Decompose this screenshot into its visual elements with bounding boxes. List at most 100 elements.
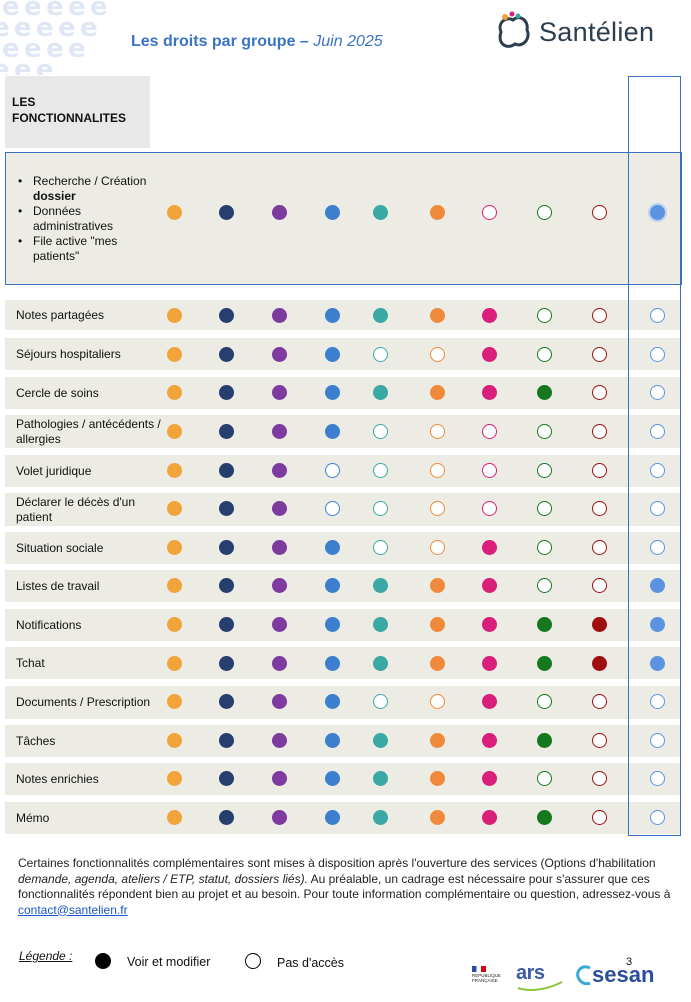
empty-circle-icon bbox=[591, 577, 607, 593]
filled-circle-icon bbox=[324, 770, 340, 786]
filled-circle-icon bbox=[429, 384, 445, 400]
filled-circle-icon bbox=[481, 655, 497, 671]
filled-circle-icon bbox=[166, 732, 182, 748]
filled-circle-icon bbox=[536, 655, 552, 671]
filled-circle-icon bbox=[218, 462, 234, 478]
filled-circle-icon bbox=[429, 732, 445, 748]
col-header-tchat: Tchat seul bbox=[574, 78, 621, 148]
filled-circle-icon bbox=[218, 693, 234, 709]
filled-circle-icon bbox=[166, 346, 182, 362]
empty-circle-icon bbox=[591, 423, 607, 439]
filled-circle-icon bbox=[218, 577, 234, 593]
filled-circle-icon bbox=[324, 307, 340, 323]
row-band bbox=[5, 415, 681, 448]
filled-circle-icon bbox=[271, 423, 287, 439]
col-header-social: Social bbox=[254, 78, 301, 148]
filled-circle-icon bbox=[271, 655, 287, 671]
list-item-text: Données administratives bbox=[33, 204, 114, 233]
sesan-mark-icon bbox=[576, 965, 591, 986]
filled-circle-icon bbox=[372, 732, 388, 748]
filled-circle-icon bbox=[481, 732, 497, 748]
filled-circle-icon bbox=[271, 770, 287, 786]
col-label: Tchat seul bbox=[581, 80, 614, 107]
filled-circle-icon bbox=[166, 500, 182, 516]
empty-circle-icon bbox=[591, 346, 607, 362]
filled-circle-icon bbox=[481, 307, 497, 323]
legend-full-label: Voir et modifier bbox=[127, 955, 211, 969]
list-item: Données administratives bbox=[17, 204, 155, 234]
col-header-tech: Tech bbox=[307, 78, 354, 148]
row-band bbox=[5, 300, 681, 330]
empty-circle-icon bbox=[591, 809, 607, 825]
filled-circle-icon bbox=[324, 577, 340, 593]
filled-circle-icon bbox=[324, 204, 340, 220]
filled-circle-icon bbox=[166, 384, 182, 400]
col-header-para: Para bbox=[201, 78, 248, 148]
sesan-logo: sesan bbox=[576, 962, 654, 996]
filled-circle-icon bbox=[372, 809, 388, 825]
note-text-1: Certaines fonctionnalités complémentaire… bbox=[18, 856, 656, 870]
empty-circle-icon bbox=[481, 500, 497, 516]
republique-francaise-logo: RÉPUBLIQUE FRANÇAISE bbox=[472, 966, 504, 994]
filled-circle-icon bbox=[271, 462, 287, 478]
empty-circle-icon bbox=[649, 500, 665, 516]
col-label: Déleg + bbox=[465, 80, 510, 94]
ars-logo-text: ars bbox=[516, 962, 545, 984]
empty-circle-icon bbox=[591, 539, 607, 555]
empty-circle-icon bbox=[536, 693, 552, 709]
row-band bbox=[5, 647, 681, 679]
col-header-autre: Autre bbox=[413, 78, 458, 148]
filled-circle-icon bbox=[536, 732, 552, 748]
legend-title: Légende : bbox=[19, 949, 73, 963]
empty-circle-icon bbox=[536, 204, 552, 220]
filled-circle-icon bbox=[481, 539, 497, 555]
row-label: Pathologies / antécédents / allergies bbox=[16, 416, 161, 446]
empty-circle-icon bbox=[591, 462, 607, 478]
empty-circle-icon bbox=[649, 539, 665, 555]
empty-circle-icon bbox=[481, 204, 497, 220]
filled-circle-icon bbox=[324, 616, 340, 632]
contact-email-link[interactable]: contact@santelien.fr bbox=[18, 902, 128, 917]
col-label: Para bbox=[211, 80, 238, 94]
filled-circle-icon bbox=[324, 655, 340, 671]
list-item-bold: dossier bbox=[33, 189, 76, 203]
filled-circle-icon bbox=[218, 539, 234, 555]
filled-circle-icon bbox=[324, 732, 340, 748]
empty-circle-icon bbox=[245, 953, 261, 969]
list-item-text: File active "mes patients" bbox=[33, 234, 118, 263]
filled-circle-icon bbox=[166, 462, 182, 478]
filled-circle-icon bbox=[166, 770, 182, 786]
filled-circle-icon bbox=[218, 616, 234, 632]
filled-circle-icon bbox=[649, 577, 665, 593]
empty-circle-icon bbox=[591, 307, 607, 323]
filled-circle-icon bbox=[271, 307, 287, 323]
col-label: Social bbox=[259, 80, 296, 94]
filled-circle-icon bbox=[481, 809, 497, 825]
filled-circle-icon bbox=[429, 204, 445, 220]
filled-circle-icon bbox=[218, 423, 234, 439]
filled-circle-icon bbox=[271, 693, 287, 709]
filled-circle-icon bbox=[166, 616, 182, 632]
empty-circle-icon bbox=[536, 577, 552, 593]
empty-circle-icon bbox=[536, 307, 552, 323]
brand-name: Santélien bbox=[539, 17, 655, 47]
filled-circle-icon bbox=[218, 384, 234, 400]
page-title-text: Les droits par groupe – bbox=[131, 33, 309, 50]
empty-circle-icon bbox=[429, 539, 445, 555]
filled-circle-icon bbox=[429, 616, 445, 632]
empty-circle-icon bbox=[591, 204, 607, 220]
page-title: Les droits par groupe – Juin 2025 bbox=[131, 33, 383, 51]
filled-circle-icon bbox=[591, 655, 607, 671]
row-label: Mémo bbox=[16, 810, 50, 825]
empty-circle-icon bbox=[649, 346, 665, 362]
empty-circle-icon bbox=[649, 732, 665, 748]
row-band bbox=[5, 763, 681, 795]
filled-circle-icon bbox=[481, 384, 497, 400]
filled-circle-icon bbox=[429, 809, 445, 825]
filled-circle-icon bbox=[324, 693, 340, 709]
filled-circle-icon bbox=[372, 307, 388, 323]
network-group-icon bbox=[471, 110, 504, 145]
row-band bbox=[5, 686, 681, 719]
filled-circle-icon bbox=[271, 539, 287, 555]
filled-circle-icon bbox=[324, 423, 340, 439]
